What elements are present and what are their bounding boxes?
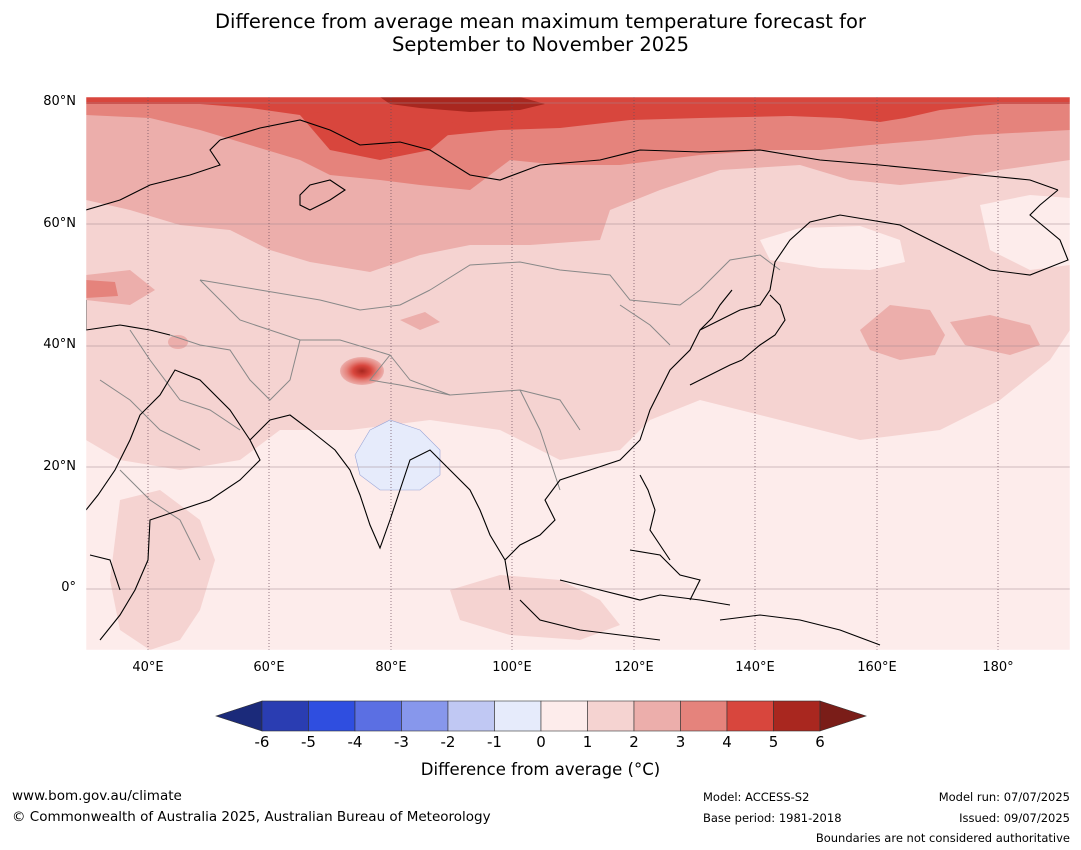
- lon-label-160e: 160°E: [857, 660, 897, 675]
- colorbar-tick-label: -6: [254, 733, 270, 751]
- anomaly-2-3-region: [950, 315, 1040, 355]
- base-period-text: Base period: 1981-2018: [703, 811, 842, 825]
- disclaimer-text: Boundaries are not considered authoritat…: [815, 831, 1070, 845]
- website-link[interactable]: www.bom.gov.au/climate: [12, 788, 182, 804]
- colorbar-tick-label: -1: [487, 733, 502, 751]
- colorbar-tick-label: 6: [815, 733, 825, 751]
- lat-label-60n: 60°N: [43, 216, 76, 231]
- lat-label-0: 0°: [61, 580, 76, 595]
- chart-title: Difference from average mean maximum tem…: [0, 10, 1081, 56]
- anomaly-0-1-region: [980, 195, 1070, 270]
- latitude-gridlines: [86, 102, 1070, 590]
- lat-label-40n: 40°N: [43, 337, 76, 352]
- copyright-text: © Commonwealth of Australia 2025, Austra…: [12, 809, 491, 825]
- colorbar-tick-label: -3: [394, 733, 409, 751]
- colorbar-tick-label: 0: [536, 733, 546, 751]
- anomaly-1-2-region: [450, 575, 620, 640]
- coastlines: [86, 119, 1069, 646]
- map-frame: [85, 96, 1071, 651]
- title-line-2: September to November 2025: [391, 33, 690, 56]
- colorbar-title: Difference from average (°C): [420, 760, 661, 779]
- lon-label-180: 180°: [982, 660, 1014, 675]
- model-text: Model: ACCESS-S2: [703, 790, 810, 804]
- title-line-1: Difference from average mean maximum tem…: [215, 10, 866, 33]
- model-run-text: Model run: 07/07/2025: [938, 790, 1070, 804]
- colorbar-tick-label: -5: [301, 733, 316, 751]
- colorbar-tick-label: -2: [440, 733, 456, 751]
- lat-label-80n: 80°N: [43, 94, 76, 109]
- colorbar-tick-label: -4: [347, 733, 363, 751]
- issued-text: Issued: 09/07/2025: [959, 811, 1070, 825]
- lon-label-100e: 100°E: [492, 660, 532, 675]
- colorbar-tick-label: 1: [582, 733, 593, 751]
- colorbar-tick-label: 2: [629, 733, 639, 751]
- longitude-gridlines: [147, 97, 999, 650]
- lon-label-60e: 60°E: [253, 660, 285, 675]
- lon-label-40e: 40°E: [132, 660, 164, 675]
- colorbar-tick-label: 3: [675, 733, 686, 751]
- anomaly-minus-1-0-region: [354, 419, 441, 491]
- anomaly-2-3-region: [168, 335, 188, 349]
- colorbar-tick-label: 5: [768, 733, 779, 751]
- country-borders: [99, 254, 781, 561]
- lat-label-20n: 20°N: [43, 459, 76, 474]
- anomaly-0-1-region: [760, 226, 905, 270]
- anomaly-1-2-region: [110, 490, 215, 650]
- colorbar-tick-label: 4: [722, 733, 732, 751]
- anomaly-4-5-region: [86, 97, 1070, 140]
- anomaly-3-4-region: [86, 280, 118, 298]
- lon-label-120e: 120°E: [614, 660, 654, 675]
- anomaly-hotspot: [340, 357, 384, 385]
- lon-label-140e: 140°E: [735, 660, 775, 675]
- anomaly-5-6-region: [380, 97, 545, 112]
- anomaly-2-3-region: [400, 312, 440, 330]
- lon-label-80e: 80°E: [375, 660, 407, 675]
